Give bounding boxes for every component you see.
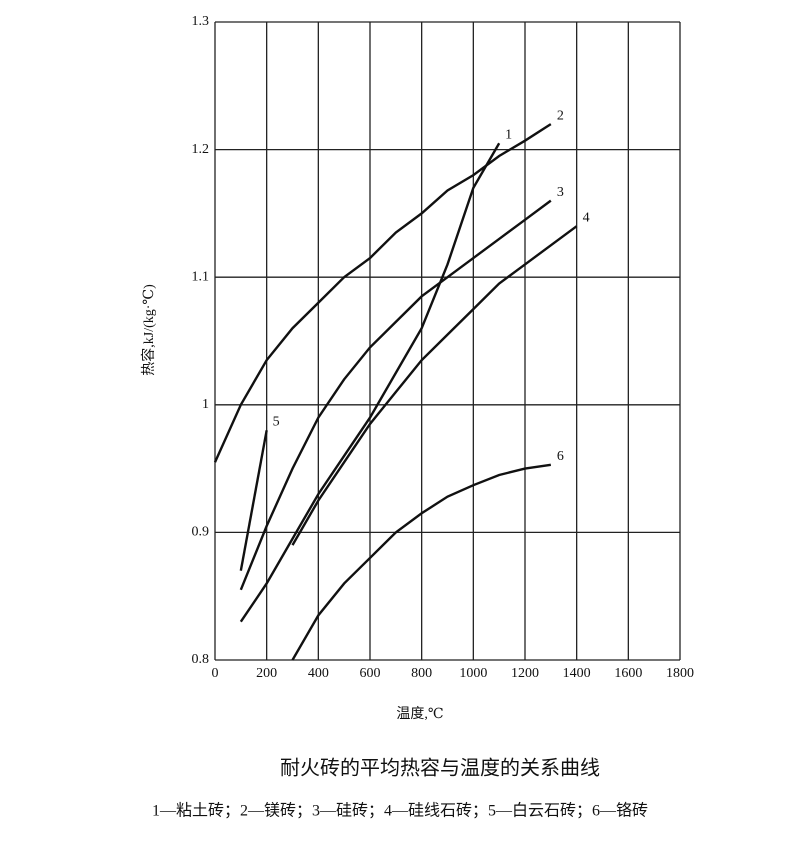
x-axis-label: 温度,℃ (396, 706, 443, 722)
x-tick-label: 0 (212, 666, 219, 681)
x-tick-label: 1600 (614, 666, 642, 681)
curve-label: 3 (557, 185, 564, 200)
curve-label: 5 (273, 415, 280, 430)
y-tick-label: 1.1 (192, 269, 210, 284)
x-tick-label: 1800 (666, 666, 694, 681)
y-tick-label: 0.9 (192, 525, 210, 540)
x-tick-label: 1400 (563, 666, 591, 681)
curve (291, 463, 552, 661)
curve (213, 123, 552, 463)
y-tick-label: 1.2 (192, 142, 210, 157)
curve (239, 430, 268, 571)
x-tick-label: 1000 (459, 666, 487, 681)
curve-label: 1 (505, 127, 512, 142)
y-tick-label: 1 (202, 397, 209, 412)
chart-title: 耐火砖的平均热容与温度的关系曲线 (280, 757, 600, 780)
curve (239, 199, 552, 591)
curve-label: 2 (557, 108, 564, 123)
x-tick-label: 200 (256, 666, 277, 681)
curve-label: 4 (583, 210, 590, 225)
x-tick-label: 1200 (511, 666, 539, 681)
x-tick-label: 600 (360, 666, 381, 681)
y-tick-label: 0.8 (192, 652, 210, 667)
y-axis-label: 热容,kJ/(kg·℃) (140, 284, 157, 376)
y-tick-label: 1.3 (192, 14, 210, 29)
curve (291, 225, 578, 546)
curve-label: 6 (557, 449, 564, 464)
x-tick-label: 800 (411, 666, 432, 681)
x-tick-label: 400 (308, 666, 329, 681)
caption: 1—粘土砖；2—镁砖；3—硅砖；4—硅线石砖；5—白云石砖；6—铬砖 (152, 801, 648, 820)
curve (239, 142, 501, 623)
